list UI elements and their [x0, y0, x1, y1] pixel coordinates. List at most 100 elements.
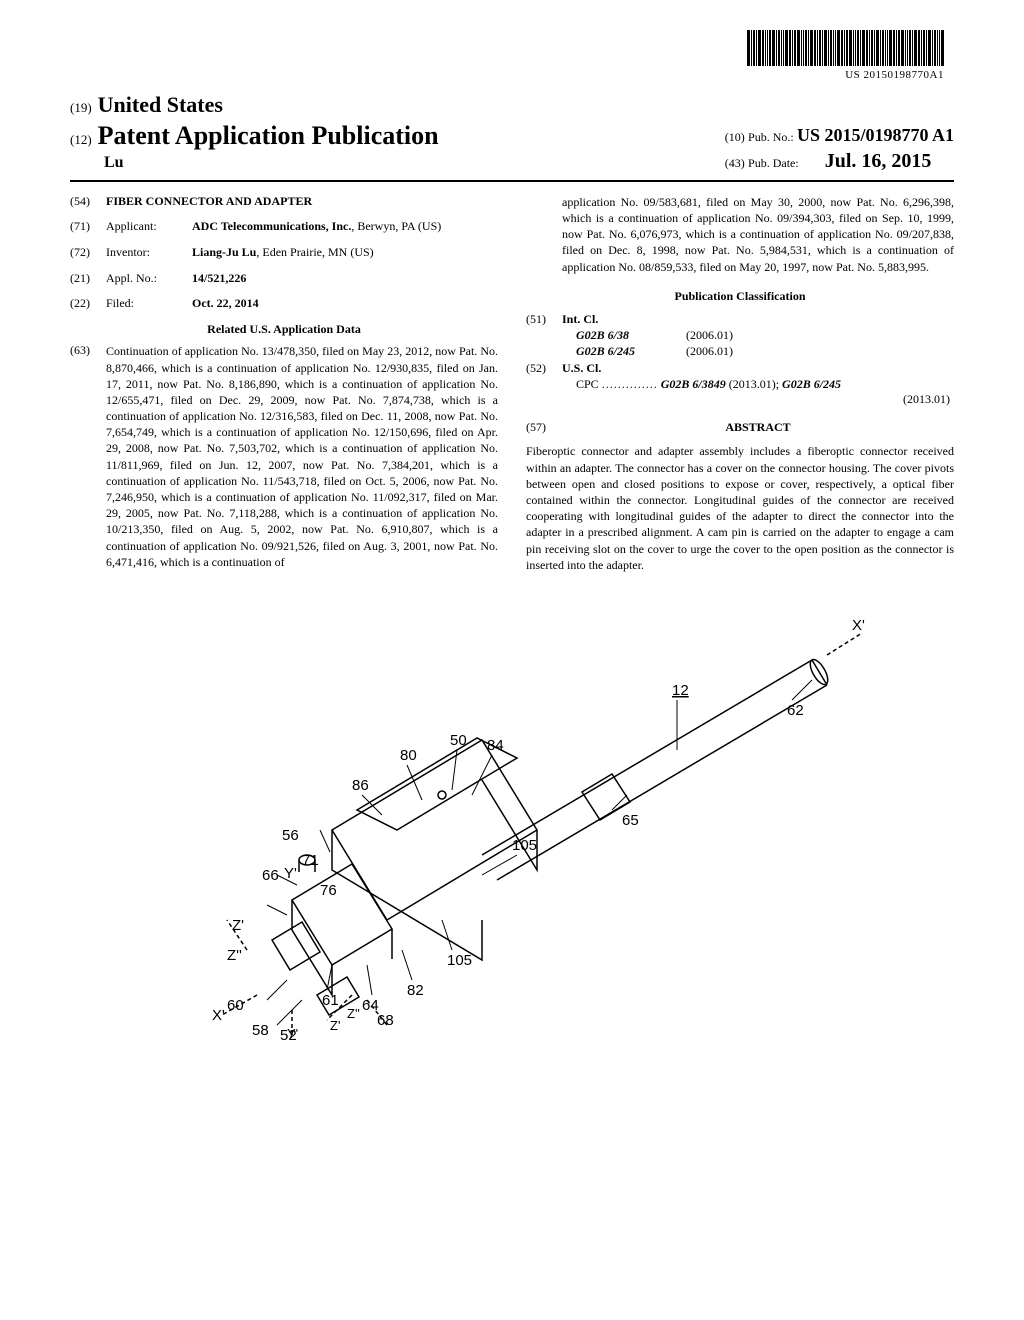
body-columns: (54) FIBER CONNECTOR AND ADAPTER (71) Ap… [70, 194, 954, 580]
svg-text:61: 61 [322, 992, 339, 1009]
patent-figure: 12 X' 62 65 50 84 80 86 56 71 66 Y' 76 1… [70, 600, 954, 1045]
filed-label: Filed: [106, 296, 192, 312]
applicant-value: ADC Telecommunications, Inc., Berwyn, PA… [192, 219, 498, 235]
pub-date: Jul. 16, 2015 [825, 150, 932, 172]
barcode-bars [747, 30, 944, 66]
applno: 14/521,226 [192, 271, 498, 287]
cpc-2v: (2013.01) [562, 392, 950, 408]
svg-text:X': X' [212, 1007, 225, 1024]
intcl-item-0: G02B 6/38 (2006.01) [576, 328, 954, 344]
cpc-1: G02B 6/3849 [661, 377, 726, 391]
intcl-code-1: G02B 6/245 [576, 344, 686, 360]
svg-text:80: 80 [400, 747, 417, 764]
barcode: US 20150198770A1 [747, 30, 944, 82]
applno-num: (21) [70, 271, 106, 287]
intcl-body: Int. Cl. G02B 6/38 (2006.01) G02B 6/245 … [562, 312, 954, 359]
pub-date-line: (43) Pub. Date: Jul. 16, 2015 [725, 148, 954, 174]
author-name: Lu [104, 153, 439, 174]
pubno-prefix: (10) [725, 130, 745, 144]
pub-no: US 2015/0198770 A1 [797, 125, 954, 145]
uscl-label: U.S. Cl. [562, 361, 954, 377]
header: (19) United States (12) Patent Application… [70, 91, 954, 182]
pub-type-line: (12) Patent Application Publication [70, 119, 439, 153]
svg-text:56: 56 [282, 827, 299, 844]
filed-date: Oct. 22, 2014 [192, 296, 498, 312]
pubno-label: Pub. No.: [748, 130, 794, 144]
barcode-area: US 20150198770A1 [70, 30, 954, 83]
inventor-loc: Eden Prairie, MN (US) [262, 245, 373, 259]
uscl-num: (52) [526, 361, 562, 408]
title-num: (54) [70, 194, 106, 210]
cpc-line: CPC .............. G02B 6/3849 (2013.01)… [576, 377, 954, 393]
svg-text:76: 76 [320, 882, 337, 899]
left-column: (54) FIBER CONNECTOR AND ADAPTER (71) Ap… [70, 194, 498, 580]
svg-text:105: 105 [512, 837, 537, 854]
invention-title: FIBER CONNECTOR AND ADAPTER [106, 194, 498, 210]
intcl-label: Int. Cl. [562, 312, 954, 328]
svg-text:66: 66 [262, 867, 279, 884]
svg-text:12: 12 [672, 682, 689, 699]
pub-type: Patent Application Publication [98, 121, 439, 150]
applicant-loc: Berwyn, PA (US) [357, 219, 441, 233]
country: United States [98, 92, 223, 117]
svg-text:Z': Z' [232, 917, 244, 934]
intcl-ver-0: (2006.01) [686, 328, 733, 344]
figure-svg: 12 X' 62 65 50 84 80 86 56 71 66 Y' 76 1… [152, 600, 872, 1040]
abstract-heading: ABSTRACT [562, 420, 954, 436]
svg-text:68: 68 [377, 1012, 394, 1029]
applno-row: (21) Appl. No.: 14/521,226 [70, 271, 498, 287]
intcl-row: (51) Int. Cl. G02B 6/38 (2006.01) G02B 6… [526, 312, 954, 359]
inventor-value: Liang-Ju Lu, Eden Prairie, MN (US) [192, 245, 498, 261]
applicant-num: (71) [70, 219, 106, 235]
applicant-label: Applicant: [106, 219, 192, 235]
continuation-row: (63) Continuation of application No. 13/… [70, 343, 498, 570]
inventor-num: (72) [70, 245, 106, 261]
svg-text:84: 84 [487, 737, 504, 754]
inventor-row: (72) Inventor: Liang-Ju Lu, Eden Prairie… [70, 245, 498, 261]
svg-text:Z'': Z'' [227, 947, 242, 964]
title-row: (54) FIBER CONNECTOR AND ADAPTER [70, 194, 498, 210]
cpc-dots: .............. [602, 377, 658, 391]
svg-text:Y': Y' [284, 865, 297, 882]
intcl-code-0: G02B 6/38 [576, 328, 686, 344]
header-right: (10) Pub. No.: US 2015/0198770 A1 (43) P… [725, 124, 954, 173]
continuation-text-right: application No. 09/583,681, filed on May… [562, 194, 954, 275]
abstract-num: (57) [526, 420, 562, 436]
inventor-name: Liang-Ju Lu [192, 245, 256, 259]
applicant-name: ADC Telecommunications, Inc. [192, 219, 351, 233]
pub-prefix: (12) [70, 132, 92, 147]
continuation-num: (63) [70, 343, 106, 570]
classification-heading: Publication Classification [526, 289, 954, 305]
uscl-body: U.S. Cl. CPC .............. G02B 6/3849 … [562, 361, 954, 408]
svg-text:58: 58 [252, 1022, 269, 1039]
intcl-item-1: G02B 6/245 (2006.01) [576, 344, 954, 360]
barcode-pub-code: US 20150198770A1 [747, 68, 944, 82]
svg-text:105: 105 [447, 952, 472, 969]
continuation-text-left: Continuation of application No. 13/478,3… [106, 343, 498, 570]
applicant-row: (71) Applicant: ADC Telecommunications, … [70, 219, 498, 235]
header-left: (19) United States (12) Patent Application… [70, 91, 439, 174]
svg-text:86: 86 [352, 777, 369, 794]
cpc-1v: (2013.01); [729, 377, 779, 391]
svg-text:60: 60 [227, 997, 244, 1014]
related-heading: Related U.S. Application Data [70, 322, 498, 338]
svg-text:71: 71 [302, 852, 319, 869]
pub-no-line: (10) Pub. No.: US 2015/0198770 A1 [725, 124, 954, 147]
pubdate-label: Pub. Date: [748, 156, 799, 170]
cpc-2: G02B 6/245 [782, 377, 841, 391]
inventor-label: Inventor: [106, 245, 192, 261]
pubdate-prefix: (43) [725, 156, 745, 170]
cpc-label: CPC [576, 377, 599, 391]
abstract-text: Fiberoptic connector and adapter assembl… [526, 443, 954, 573]
svg-text:Z': Z' [330, 1018, 340, 1033]
svg-text:Z'': Z'' [347, 1006, 360, 1021]
filed-num: (22) [70, 296, 106, 312]
country-prefix: (19) [70, 100, 92, 115]
applno-label: Appl. No.: [106, 271, 192, 287]
svg-text:Y': Y' [287, 1026, 298, 1040]
uscl-row: (52) U.S. Cl. CPC .............. G02B 6/… [526, 361, 954, 408]
intcl-ver-1: (2006.01) [686, 344, 733, 360]
intcl-num: (51) [526, 312, 562, 359]
svg-text:82: 82 [407, 982, 424, 999]
abstract-heading-row: (57) ABSTRACT [526, 420, 954, 436]
